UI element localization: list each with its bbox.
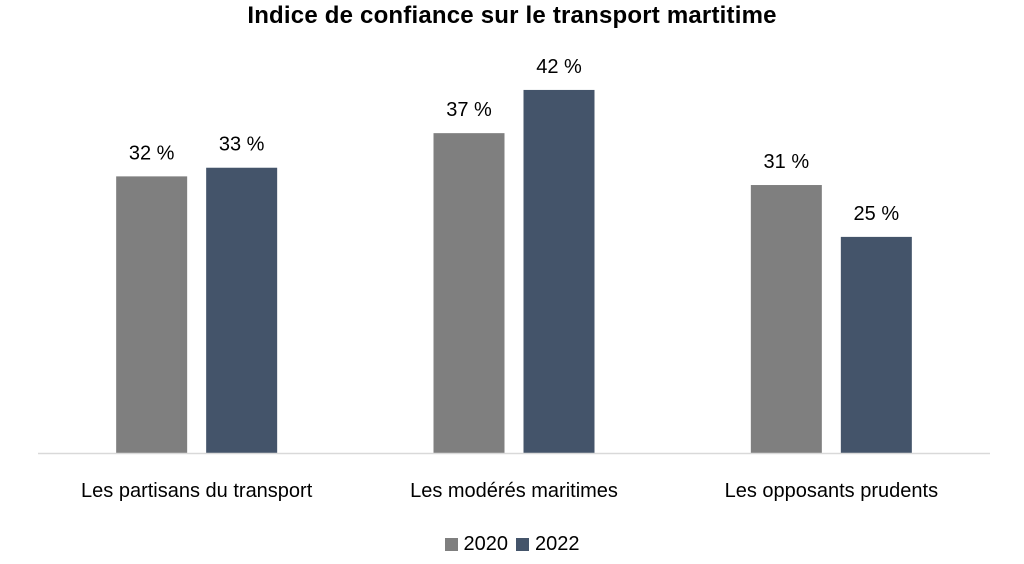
chart-title: Indice de confiance sur le transport mar… [247,2,777,29]
data-label-2022-3: 25 % [854,203,900,225]
legend-item-2020: 2020 [444,533,509,556]
data-label-2020-1: 32 % [129,142,175,164]
legend-swatch-2020 [444,538,458,551]
bar-2020-1 [116,176,188,453]
bar-2022-2 [523,89,595,453]
data-label-2022-2: 42 % [536,56,582,78]
legend-swatch-2022 [516,538,529,551]
category-label-1: Les partisans du transport [81,480,313,502]
data-label-2022-1: 33 % [219,134,265,156]
category-label-2: Les modérés maritimes [410,480,618,502]
category-label-3: Les opposants prudents [725,480,939,502]
bar-2022-3 [840,236,912,453]
data-label-2020-3: 31 % [764,151,810,173]
bar-2020-2 [433,133,505,453]
bar-2022-1 [206,167,278,453]
legend-label-2022: 2022 [535,533,580,555]
legend: 2020 2022 [0,533,1024,556]
data-label-2020-2: 37 % [446,99,492,121]
legend-item-2022: 2022 [516,533,580,556]
bar-2020-3 [750,185,822,453]
legend-label-2020: 2020 [463,533,509,555]
